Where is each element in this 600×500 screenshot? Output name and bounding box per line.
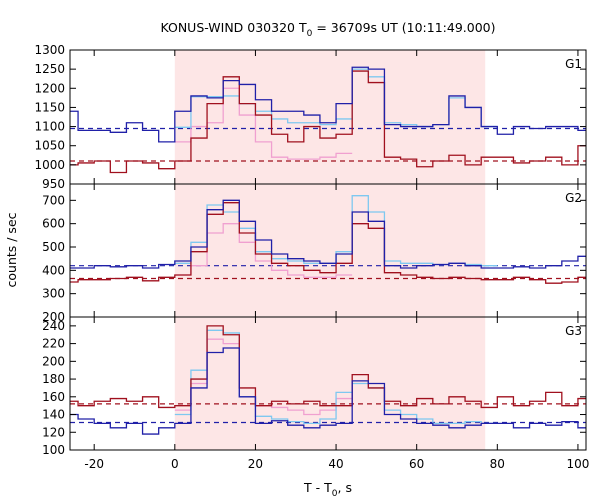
panel-g1: 950 1000 1050 1100 1150 1200 1250 1300 G1 <box>34 43 587 191</box>
panel-label: G2 <box>565 191 582 205</box>
chart-title-rest: = 36709s UT (10:11:49.000) <box>312 20 495 35</box>
series-lightblue-g3 <box>174 329 498 425</box>
y-tick-label: 200 <box>42 310 65 324</box>
x-axis-label: T - T0, s <box>303 480 352 499</box>
series-blue-g3 <box>70 347 586 435</box>
y-tick-label: 1200 <box>34 81 65 95</box>
y-tick-label: 160 <box>42 390 65 404</box>
panel-label: G1 <box>565 57 582 71</box>
panel-g3: 100 120 140 160 180 200 220 240 G3 <box>42 316 587 457</box>
series-pink-g2 <box>174 223 353 278</box>
x-axis-label-subscript: 0 <box>332 489 338 499</box>
x-tick-label: 20 <box>248 457 263 471</box>
y-tick-label: 220 <box>42 337 65 351</box>
burst-interval-shade <box>174 184 486 317</box>
y-tick-label: 200 <box>42 354 65 368</box>
series-red-g1 <box>70 70 586 174</box>
y-tick-label: 1300 <box>34 43 65 57</box>
y-tick-label: 950 <box>42 177 65 191</box>
y-tick-label: 1000 <box>34 158 65 172</box>
x-tick-label: -20 <box>84 457 104 471</box>
x-tick-label: 100 <box>566 457 589 471</box>
y-tick-label: 400 <box>42 263 65 277</box>
y-tick-label: 600 <box>42 217 65 231</box>
x-tick-label: 80 <box>490 457 505 471</box>
x-tick-label: 60 <box>409 457 424 471</box>
series-blue-g2 <box>70 199 586 269</box>
y-tick-label: 700 <box>42 193 65 207</box>
y-tick-label: 1100 <box>34 120 65 134</box>
burst-interval-shade <box>174 317 486 450</box>
panels: 9501000105011001150120012501300G12003004… <box>34 43 589 471</box>
chart-title-main: KONUS-WIND 030320 T <box>160 20 306 35</box>
x-axis-label-rest: , s <box>338 480 352 495</box>
chart-title-subscript: 0 <box>307 29 313 39</box>
burst-interval-shade <box>174 50 486 184</box>
y-axis-label: counts / sec <box>4 212 19 287</box>
series-red-g3 <box>70 325 586 409</box>
y-tick-label: 1250 <box>34 62 65 76</box>
panel-plot-area <box>70 195 586 284</box>
panel-label: G3 <box>565 324 582 338</box>
y-tick-label: 300 <box>42 287 65 301</box>
y-tick-label: 500 <box>42 240 65 254</box>
y-tick-label: 1150 <box>34 100 65 114</box>
y-tick-label: 240 <box>42 319 65 333</box>
panel-g2: 200 300 400 500 600 700 G2 <box>42 183 587 324</box>
y-tick-label: 100 <box>42 443 65 457</box>
y-tick-label: 1050 <box>34 139 65 153</box>
series-blue-g1 <box>70 66 586 143</box>
y-tick-label: 180 <box>42 372 65 386</box>
panel-plot-area <box>70 325 586 435</box>
x-axis-label-main: T - T <box>303 480 332 495</box>
y-tick-label: 140 <box>42 408 65 422</box>
y-tick-label: 120 <box>42 425 65 439</box>
x-tick-label: 40 <box>328 457 343 471</box>
series-red-g2 <box>70 202 586 284</box>
x-tick-label: 0 <box>171 457 179 471</box>
chart-title: KONUS-WIND 030320 T0 = 36709s UT (10:11:… <box>160 20 495 39</box>
panel-frame <box>69 316 587 451</box>
panel-plot-area <box>70 66 586 174</box>
